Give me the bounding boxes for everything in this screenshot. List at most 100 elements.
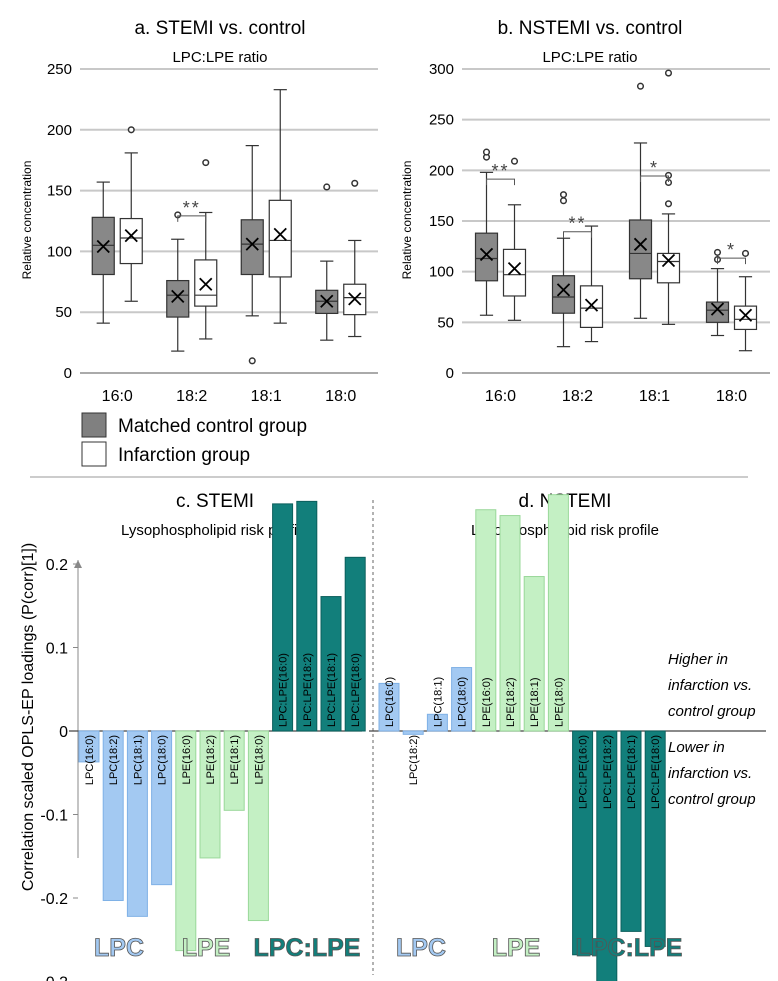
chart-c-category-label: LPC(18:0) [157,735,169,785]
chart-c-category-label: LPC:LPE(16:0) [278,653,290,727]
chart-b-outlier [713,248,722,256]
chart-a-significance-label: ** [183,198,201,218]
chart-a-subtitle: LPC:LPE ratio [172,49,267,66]
chart-b-box [628,219,653,280]
chart-c-category-label: LPE(16:0) [181,735,193,785]
chart-b-xtick-label: 18:2 [562,388,593,405]
chart-a-mean-marker [273,227,287,242]
chart-a-outlier [351,179,359,187]
chart-b-box [579,285,604,328]
chart-c-bar [272,503,294,732]
chart-b-significance-bracket [486,178,515,186]
chart-c-bar [344,556,366,732]
group-label-lpclpe-d: LPC:LPE [576,934,683,962]
chart-b-box [551,275,576,314]
chart-c-bar [320,596,342,732]
chart-c-category-label: LPC(18:1) [132,735,144,785]
chart-b-outlier [636,82,645,90]
chart-d-bar [402,730,424,735]
chart-a-outlier [323,183,331,191]
chart-a-mean-marker [96,239,110,254]
chart-c-ytick-label: -0.2 [40,891,68,908]
chart-d-category-label: LPC:LPE(18:0) [650,735,662,809]
chart-c-category-label: LPC:LPE(18:0) [350,653,362,727]
chart-b-significance-label: * [650,158,659,178]
chart-d-category-label: LPE(16:0) [481,677,493,727]
chart-b-xtick-label: 18:1 [639,388,670,405]
chart-b-mean-marker [556,283,571,297]
chart-c-category-label: LPC(16:0) [84,735,96,785]
chart-b-outlier [510,157,519,165]
chart-a-panel: 0 50 100 150 200 250 16:0 18:2 ** 18:1 18:0 [47,61,378,405]
chart-b-significance-label: * [727,240,736,260]
chart-a-ytick-label: 150 [47,183,72,200]
higher-annotation-line2: infarction vs. [668,677,752,694]
legend-control-label: Matched control group [118,416,307,437]
lower-annotation-line1: Lower in [668,739,725,756]
chart-b-ylabel: Relative concentration [400,161,414,280]
chart-d-bar [547,494,569,732]
chart-b-ytick-label: 0 [446,365,454,382]
chart-c-panel: 0.2 0.1 0 -0.1 -0.2 -0.3 LPC(16:0) LPC(18:2) LPC… [40,500,366,981]
chart-d-category-label: LPC:LPE(18:1) [626,735,638,809]
chart-b-panel: 0 50 100 150 200 250 300 16:0 ** 18:2 ** 18:1 * 18:0 * [429,61,770,405]
chart-a-outlier [127,126,135,134]
chart-c-bar [223,730,245,811]
chart-b-significance-bracket [717,257,746,265]
chart-d-bar [620,730,642,932]
chart-b-outlier [482,148,491,156]
group-label-lpc-d: LPC [396,934,446,962]
group-label-lpe-d: LPE [492,934,541,962]
chart-b-ytick-label: 50 [437,314,454,331]
chart-c-category-label: LPE(18:0) [253,735,265,785]
chart-d-bar [451,667,473,732]
chart-a-mean-marker [199,277,213,291]
chart-b-ytick-label: 250 [429,112,454,129]
chart-c-bar [296,500,318,732]
chart-c-bar [199,730,221,859]
chart-d-category-label: LPE(18:0) [553,677,565,727]
chart-b-ytick-label: 150 [429,213,454,230]
chart-b-outlier [559,191,568,199]
chart-c-bar [78,730,100,763]
chart-d-category-label: LPC(18:0) [457,677,469,727]
chart-b-outlier [664,200,673,208]
chart-b-significance-bracket [563,231,592,238]
chart-d-bar [523,576,545,732]
chart-b-ytick-label: 300 [429,61,454,78]
lower-annotation-line3: control group [668,791,756,808]
chart-d-bar [475,509,497,732]
chart-b-mean-marker [633,237,648,251]
chart-d-bar [644,730,666,947]
chart-b-mean-marker [507,261,522,276]
chart-b-mean-marker [661,253,676,268]
chart-b-xtick-label: 18:0 [716,388,747,405]
chart-a-xtick-label: 16:0 [102,388,133,405]
chart-c-bar [126,730,148,917]
chart-b-box [474,232,499,282]
chart-b-box [502,248,527,297]
chart-d-category-label: LPC(18:2) [408,735,420,785]
chart-b-significance-label: ** [568,214,586,234]
lower-annotation-line2: infarction vs. [668,765,752,782]
chart-c-title: c. STEMI [176,491,254,512]
chart-d-category-label: LPC:LPE(16:0) [578,735,590,809]
chart-c-ytick-label: 0.1 [46,641,68,658]
chart-d-category-label: LPC(18:1) [432,677,444,727]
chart-a-ytick-label: 250 [47,61,72,78]
chart-b-box [733,305,758,331]
chart-c-bar [247,730,269,922]
group-label-lpc-c: LPC [94,934,144,962]
chart-a-mean-marker [348,292,362,306]
chart-a-xtick-label: 18:0 [325,388,356,405]
chart-b-box [656,252,681,284]
chart-a-box [119,217,143,265]
chart-b-mean-marker [479,247,494,262]
chart-d-category-label: LPE(18:1) [529,677,541,727]
chart-b-ytick-label: 100 [429,264,454,281]
legend: Matched control group Infarction group [81,412,307,467]
legend-infarction-swatch [81,441,107,467]
chart-c-bar [102,730,124,902]
chart-c-ytick-label: -0.1 [40,808,68,825]
